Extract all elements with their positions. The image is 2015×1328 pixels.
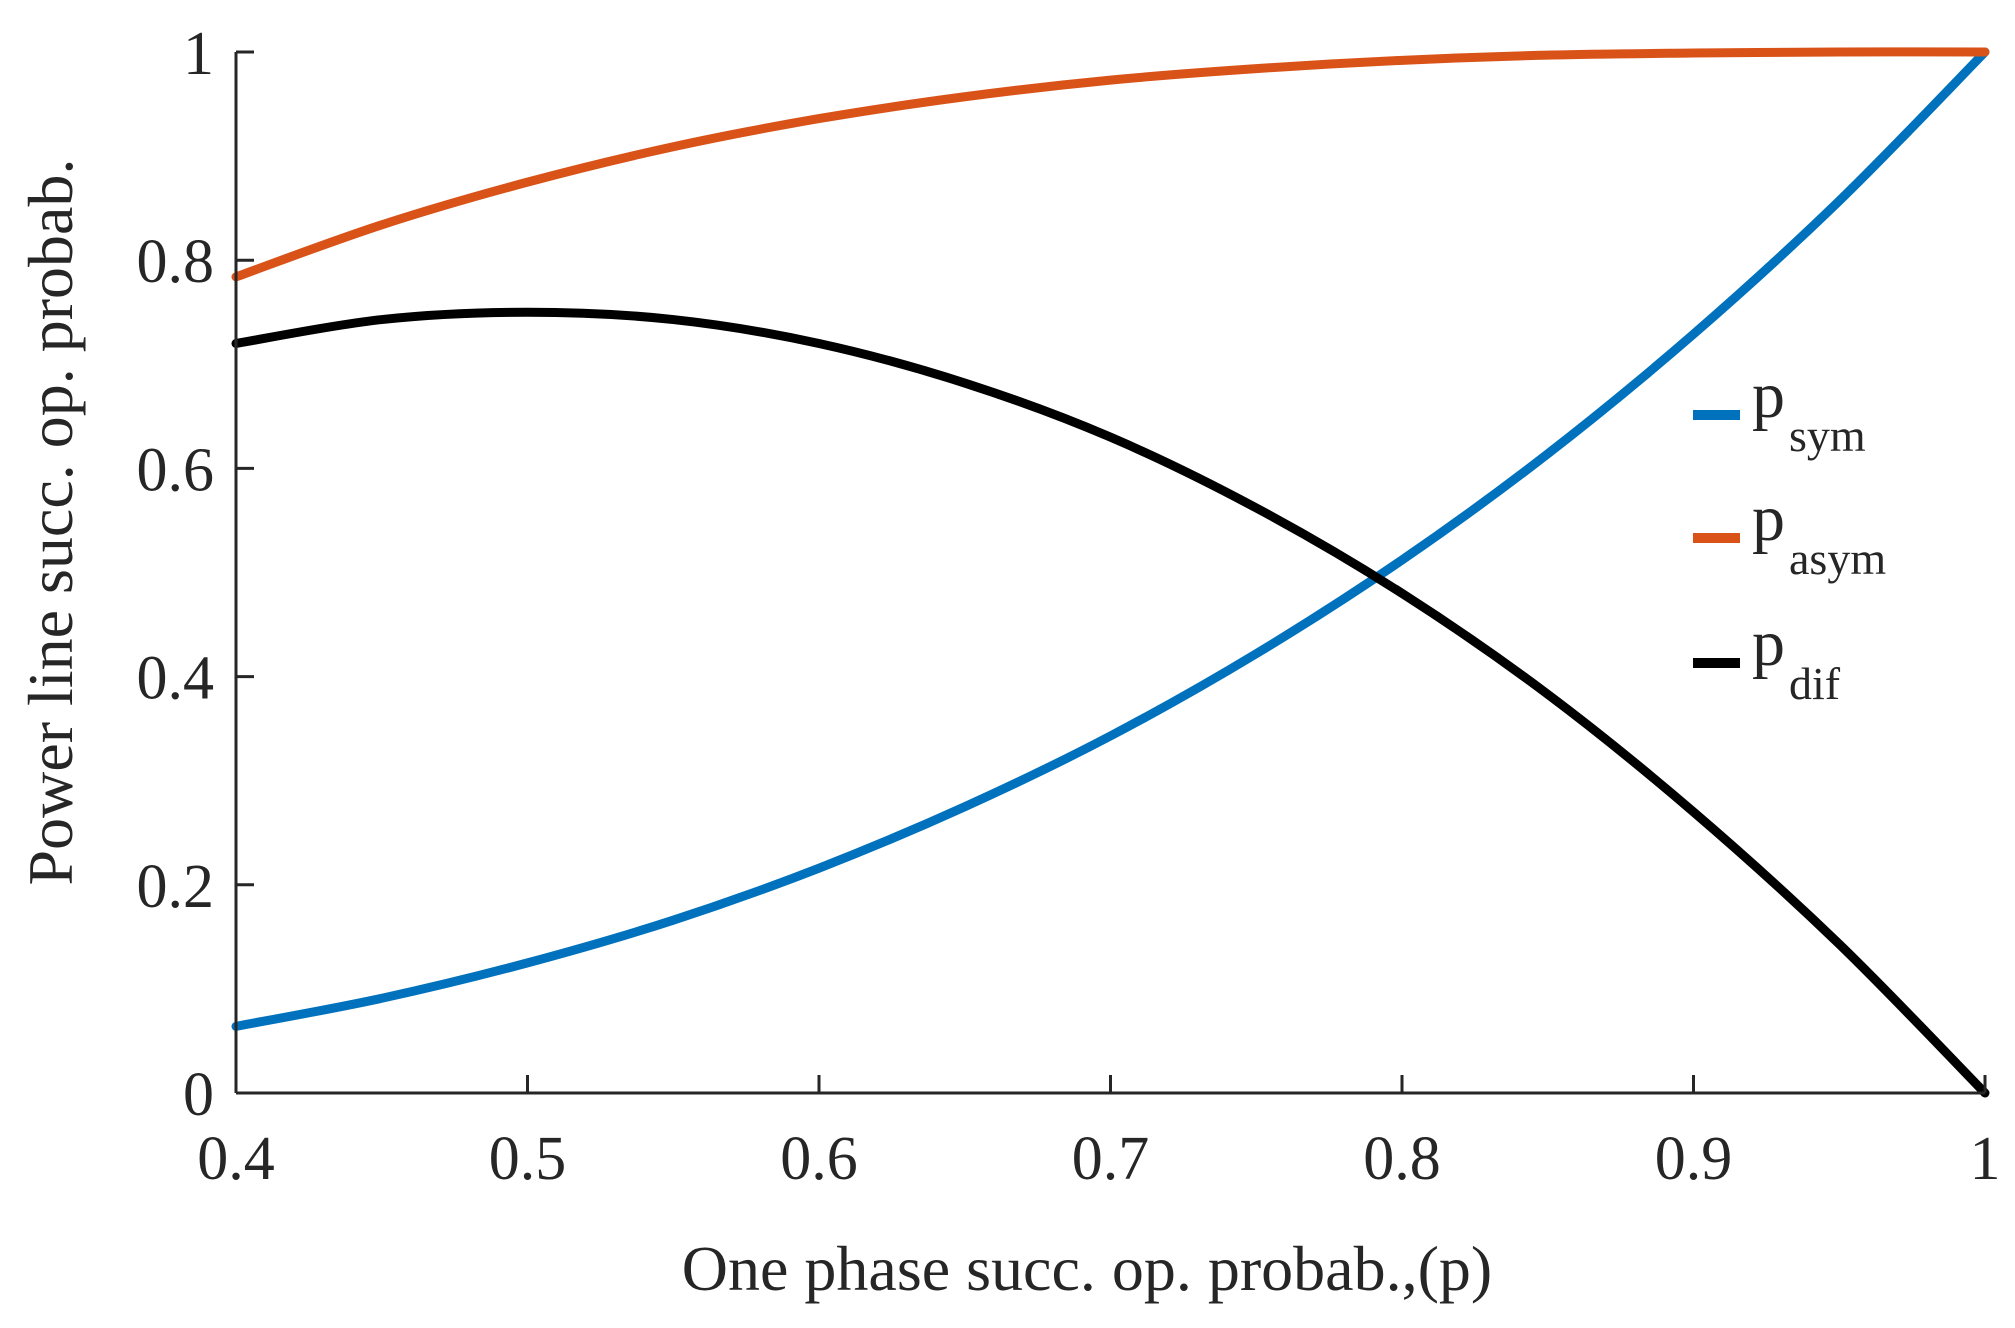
x-tick-label: 1: [1970, 1125, 2001, 1193]
x-tick-label: 0.9: [1655, 1125, 1733, 1193]
series-layer: [231, 47, 1990, 1098]
legend-item-asym: pasym: [1693, 482, 1886, 584]
x-tick-label: 0.6: [780, 1125, 858, 1193]
legend: psym pasym pdif: [1693, 359, 1886, 709]
y-tick-label: 0.4: [137, 645, 215, 713]
legend-item-dif: pdif: [1693, 607, 1841, 709]
legend-item-sym: psym: [1693, 359, 1866, 461]
x-tick-label: 0.8: [1363, 1125, 1441, 1193]
axes-layer: [234, 52, 1985, 1095]
series-line-sym: [231, 47, 1990, 1031]
legend-label: psym: [1752, 359, 1866, 461]
y-tick-label: 0.6: [137, 436, 215, 504]
x-axis-label: One phase succ. op. probab.,(p): [682, 1233, 1492, 1304]
x-tick-label: 0.5: [489, 1125, 567, 1193]
legend-label: pasym: [1752, 482, 1886, 584]
x-tick-label: 0.4: [197, 1125, 275, 1193]
series-line-asym: [231, 47, 1990, 282]
legend-label: pdif: [1752, 607, 1841, 709]
y-tick-label: 0.2: [137, 853, 215, 921]
y-tick-label: 0.8: [137, 228, 215, 296]
y-axis-label: Power line succ. op. probab.: [15, 159, 86, 886]
y-tick-label: 1: [183, 20, 214, 88]
y-tick-label: 0: [183, 1061, 214, 1129]
y-axis-ticks: 0 0.2 0.4 0.6 0.8 1: [137, 20, 254, 1129]
x-axis-ticks: 0.4 0.5 0.6 0.7 0.8 0.9 1: [197, 1075, 2001, 1193]
x-tick-label: 0.7: [1072, 1125, 1150, 1193]
series-line-dif: [231, 307, 1990, 1098]
